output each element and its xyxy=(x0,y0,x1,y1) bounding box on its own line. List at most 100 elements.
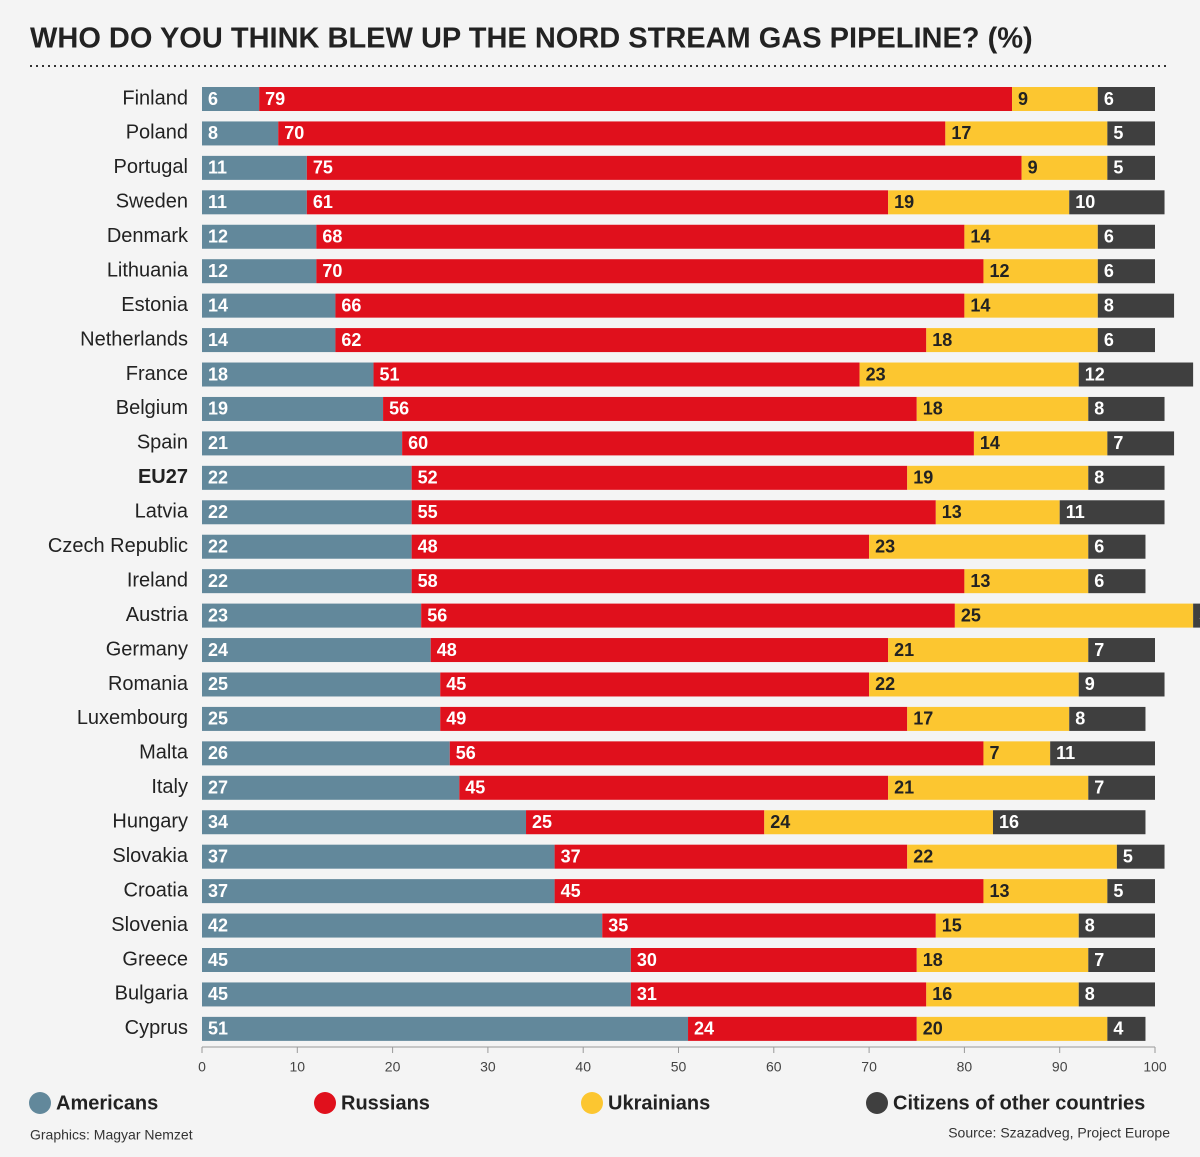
bar-segment xyxy=(202,603,422,628)
bar-segment xyxy=(764,810,993,835)
category-label: Sweden xyxy=(116,191,188,213)
value-label: 20 xyxy=(923,1019,943,1039)
value-label: 34 xyxy=(208,812,228,832)
bar-segment xyxy=(383,396,917,421)
bar-segment xyxy=(554,844,908,869)
value-label: 79 xyxy=(265,89,285,109)
value-label: 45 xyxy=(446,674,466,694)
value-label: 6 xyxy=(1094,536,1104,556)
bar-segment xyxy=(1107,1016,1146,1041)
x-tick-label: 0 xyxy=(198,1059,206,1075)
category-label: Portugal xyxy=(114,156,189,178)
bar-segment xyxy=(440,706,908,731)
value-label: 25 xyxy=(208,674,228,694)
bar-segment xyxy=(202,638,431,663)
bar-segment xyxy=(430,638,889,663)
value-label: 23 xyxy=(875,536,895,556)
category-label: Hungary xyxy=(112,811,188,833)
value-label: 56 xyxy=(389,399,409,419)
value-label: 27 xyxy=(208,778,228,798)
bar-segment xyxy=(688,1016,917,1041)
value-label: 19 xyxy=(913,468,933,488)
value-label: 22 xyxy=(208,502,228,522)
value-label: 22 xyxy=(208,536,228,556)
bar-segment xyxy=(202,465,412,490)
value-label: 5 xyxy=(1113,158,1123,178)
bar-segment xyxy=(964,293,1098,318)
bar-segment xyxy=(306,190,889,215)
x-tick-label: 80 xyxy=(957,1059,973,1075)
bar-segment xyxy=(1107,121,1155,146)
value-label: 30 xyxy=(637,950,657,970)
legend-swatch xyxy=(29,1092,51,1114)
bar-segment xyxy=(1097,87,1155,111)
legend-label: Ukrainians xyxy=(608,1092,710,1114)
value-label: 24 xyxy=(208,640,228,660)
bar-segment xyxy=(1088,638,1155,663)
bar-segment xyxy=(888,638,1089,663)
value-label: 70 xyxy=(322,261,342,281)
bar-segment xyxy=(421,603,955,628)
value-label: 14 xyxy=(970,295,990,315)
value-label: 75 xyxy=(313,158,333,178)
value-label: 26 xyxy=(208,743,228,763)
category-label: Ireland xyxy=(127,569,188,591)
value-label: 6 xyxy=(1104,261,1114,281)
value-label: 8 xyxy=(1075,709,1085,729)
bar-segment xyxy=(202,190,307,215)
bar-segment xyxy=(373,362,860,387)
bar-segment xyxy=(1088,534,1146,559)
value-label: 25 xyxy=(961,605,981,625)
value-label: 6 xyxy=(1094,571,1104,591)
value-label: 7 xyxy=(989,743,999,763)
value-label: 11 xyxy=(208,158,227,178)
bar-segment xyxy=(926,328,1098,353)
value-label: 58 xyxy=(418,571,438,591)
bar-segment xyxy=(202,87,260,111)
value-label: 19 xyxy=(208,399,228,419)
bar-segment xyxy=(202,293,336,318)
bar-segment xyxy=(926,982,1079,1007)
value-label: 8 xyxy=(1104,295,1114,315)
value-label: 22 xyxy=(913,846,933,866)
category-label: Denmark xyxy=(107,225,189,247)
bar-segment xyxy=(526,810,765,835)
chart-title: WHO DO YOU THINK BLEW UP THE NORD STREAM… xyxy=(30,23,1033,55)
bar-segment xyxy=(1069,190,1165,215)
bar-segment xyxy=(202,500,412,525)
bar-segment xyxy=(964,569,1089,594)
value-label: 22 xyxy=(208,571,228,591)
value-label: 18 xyxy=(923,950,943,970)
bar-segment xyxy=(945,121,1108,146)
value-label: 23 xyxy=(866,364,886,384)
value-label: 6 xyxy=(1104,89,1114,109)
bar-segment xyxy=(916,1016,1108,1041)
category-label: France xyxy=(126,363,188,385)
bar-segment xyxy=(202,328,336,353)
category-label: Greece xyxy=(122,948,188,970)
bar-segment xyxy=(888,190,1070,215)
value-label: 11 xyxy=(1056,743,1075,763)
value-label: 8 xyxy=(208,123,218,143)
value-label: 5 xyxy=(1123,846,1133,866)
bar-segment xyxy=(859,362,1079,387)
bar-segment xyxy=(202,121,279,146)
value-label: 7 xyxy=(1094,640,1104,660)
x-tick-label: 60 xyxy=(766,1059,782,1075)
value-label: 51 xyxy=(380,364,400,384)
bar-segment xyxy=(1107,155,1155,180)
bar-segment xyxy=(1088,948,1155,972)
value-label: 52 xyxy=(418,468,438,488)
value-label: 21 xyxy=(208,433,228,453)
bar-segment xyxy=(202,431,403,456)
bar-segment xyxy=(992,810,1146,835)
value-label: 14 xyxy=(980,433,1000,453)
value-label: 60 xyxy=(408,433,428,453)
value-label: 61 xyxy=(313,192,333,212)
value-label: 62 xyxy=(341,330,361,350)
bar-segment xyxy=(202,879,555,904)
category-label: Latvia xyxy=(135,501,189,523)
value-label: 8 xyxy=(1094,468,1104,488)
value-label: 12 xyxy=(1085,364,1105,384)
